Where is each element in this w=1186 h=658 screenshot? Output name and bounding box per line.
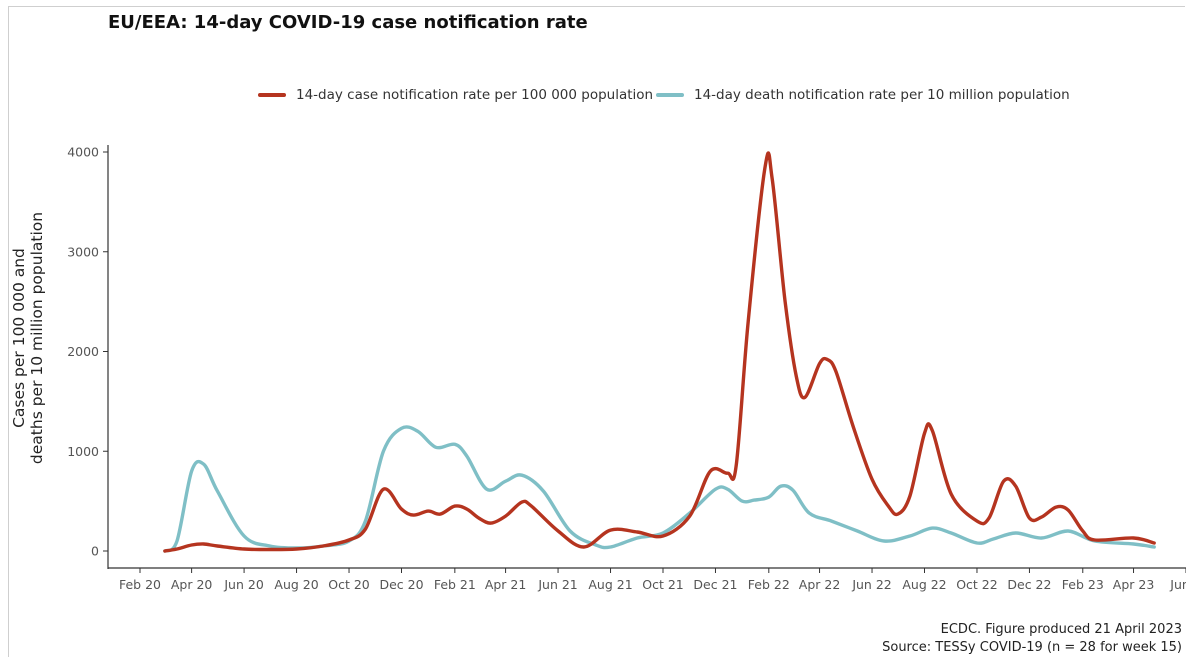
x-tick-label-4: Oct 20 [328,577,370,592]
x-tick-label-13: Apr 22 [799,577,841,592]
x-tick-label-14: Jun 22 [851,577,891,592]
x-tick-label-7: Apr 21 [485,577,527,592]
y-tick-label-1: 1000 [67,444,99,459]
credit-line-1: ECDC. Figure produced 21 April 2023 [940,622,1182,637]
x-tick-label-1: Apr 20 [171,577,213,592]
x-tick-label-11: Dec 21 [693,577,737,592]
legend-item-deaths: 14-day death notification rate per 10 mi… [656,87,1070,103]
chart-title: EU/EEA: 14-day COVID-19 case notificatio… [108,12,588,33]
x-tick-label-19: Apr 23 [1113,577,1155,592]
x-tick-label-12: Feb 22 [748,577,790,592]
legend-swatch-cases [258,93,286,97]
x-tick-label-16: Oct 22 [956,577,998,592]
legend-label-cases: 14-day case notification rate per 100 00… [296,87,654,103]
x-tick-label-15: Aug 22 [902,577,946,592]
x-tick-label-9: Aug 21 [588,577,632,592]
x-tick-label-8: Jun 21 [537,577,577,592]
x-tick-label-18: Feb 23 [1062,577,1104,592]
series-line-deaths [163,425,1156,553]
x-tick-label-0: Feb 20 [119,577,161,592]
x-tick-label-17: Dec 22 [1007,577,1051,592]
x-tick-label-3: Aug 20 [274,577,318,592]
figure-credit: ECDC. Figure produced 21 April 2023 Sour… [882,621,1182,657]
x-tick-label-5: Dec 20 [379,577,423,592]
credit-line-2: Source: TESSy COVID-19 (n = 28 for week … [882,640,1182,655]
legend-label-deaths: 14-day death notification rate per 10 mi… [694,87,1070,103]
y-tick-label-3: 3000 [67,244,99,259]
chart-frame [8,6,1185,657]
y-tick-label-2: 2000 [67,344,99,359]
y-tick-label-0: 0 [91,544,99,559]
legend-swatch-deaths [656,93,684,97]
x-tick-label-10: Oct 21 [642,577,684,592]
x-tick-label-6: Feb 21 [434,577,476,592]
x-tick-label-20: Jun 2 [1169,577,1186,592]
legend-item-cases: 14-day case notification rate per 100 00… [258,87,653,103]
series-line-cases [163,151,1156,553]
x-tick-label-2: Jun 20 [223,577,263,592]
y-tick-label-4: 4000 [67,145,99,160]
